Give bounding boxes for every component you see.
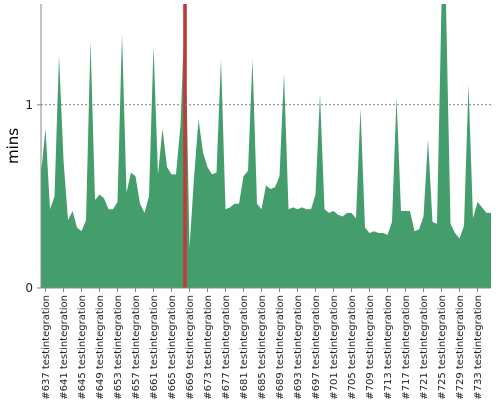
y-tick-label: 1	[25, 98, 33, 112]
x-tick-label: #653 testintegration	[113, 295, 124, 400]
x-tick-label: #705 testintegration	[347, 295, 358, 400]
x-tick-label: #661 testintegration	[149, 295, 160, 400]
x-tick-labels: #637 testintegration #641 testintegration…	[41, 288, 484, 400]
x-tick-label: #669 testintegration	[185, 295, 196, 400]
x-tick-label: #697 testintegration	[311, 295, 322, 400]
y-tick-label: 0	[25, 281, 33, 295]
x-tick-label: #709 testintegration	[365, 295, 376, 400]
x-tick-label: #645 testintegration	[77, 295, 88, 400]
x-tick-label: #665 testintegration	[167, 295, 178, 400]
x-tick-label: #725 testintegration	[437, 295, 448, 400]
x-tick-label: #649 testintegration	[95, 295, 106, 400]
x-tick-label: #681 testintegration	[239, 295, 250, 400]
x-tick-label: #641 testintegration	[59, 295, 70, 400]
y-tick-labels: 01	[25, 98, 41, 295]
x-tick-label: #693 testintegration	[293, 295, 304, 400]
x-tick-label: #713 testintegration	[383, 295, 394, 400]
x-tick-label: #717 testintegration	[401, 295, 412, 400]
x-tick-label: #721 testintegration	[419, 295, 430, 400]
x-tick-label: #657 testintegration	[131, 295, 142, 400]
highlighted-build-bar	[183, 4, 187, 288]
duration-area	[41, 4, 491, 288]
x-tick-label: #677 testintegration	[221, 295, 232, 400]
x-tick-label: #685 testintegration	[257, 295, 268, 400]
x-tick-label: #701 testintegration	[329, 295, 340, 400]
plot-area	[41, 4, 491, 288]
axes	[40, 4, 491, 289]
x-tick-label: #689 testintegration	[275, 295, 286, 400]
x-tick-label: #729 testintegration	[455, 295, 466, 400]
x-tick-label: #637 testintegration	[41, 295, 52, 400]
y-axis-label: mins	[4, 128, 22, 164]
x-tick-label: #733 testintegration	[473, 295, 484, 400]
x-tick-label: #673 testintegration	[203, 295, 214, 400]
